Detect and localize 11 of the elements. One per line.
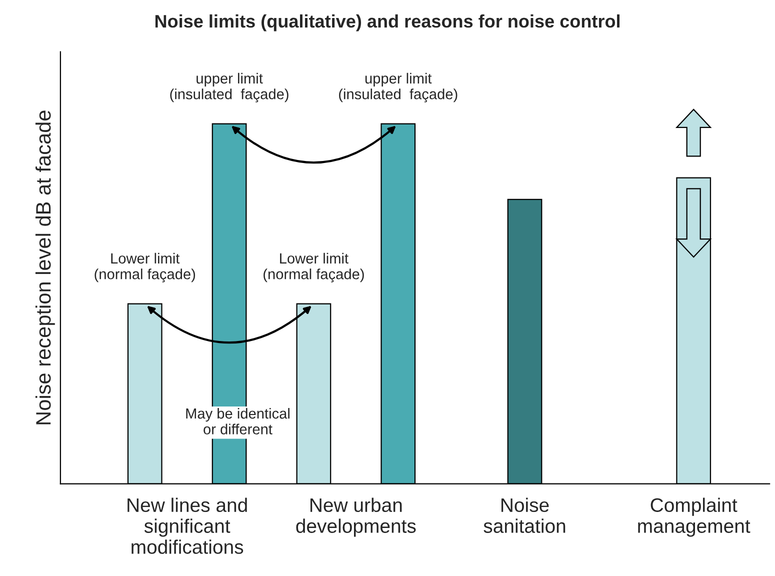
- annotation: Lower limit (normal façade): [94, 252, 196, 282]
- x-tick-label: Noise sanitation: [484, 498, 566, 533]
- text: upper limit (insulated façade): [339, 72, 458, 102]
- x-tick-label: New urban developments: [296, 498, 416, 537]
- x-tick-label: New lines and significant modifications: [128, 498, 247, 554]
- annotation: May be identical or different: [186, 408, 290, 434]
- y-axis-title: Noise reception level dB at facade: [35, 110, 55, 424]
- text: upper limit (insulated façade): [170, 72, 288, 102]
- annotation: Lower limit (normal façade): [264, 252, 364, 282]
- chart-title: Noise limits (qualitative) and reasons for noise control: [155, 14, 620, 32]
- x-tick-label: Complaint management: [638, 498, 750, 537]
